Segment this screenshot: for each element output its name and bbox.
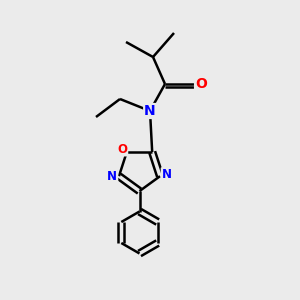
Text: N: N [107, 170, 117, 183]
Text: N: N [162, 168, 172, 181]
Text: O: O [117, 142, 127, 155]
Text: N: N [144, 104, 156, 118]
Text: O: O [195, 77, 207, 91]
